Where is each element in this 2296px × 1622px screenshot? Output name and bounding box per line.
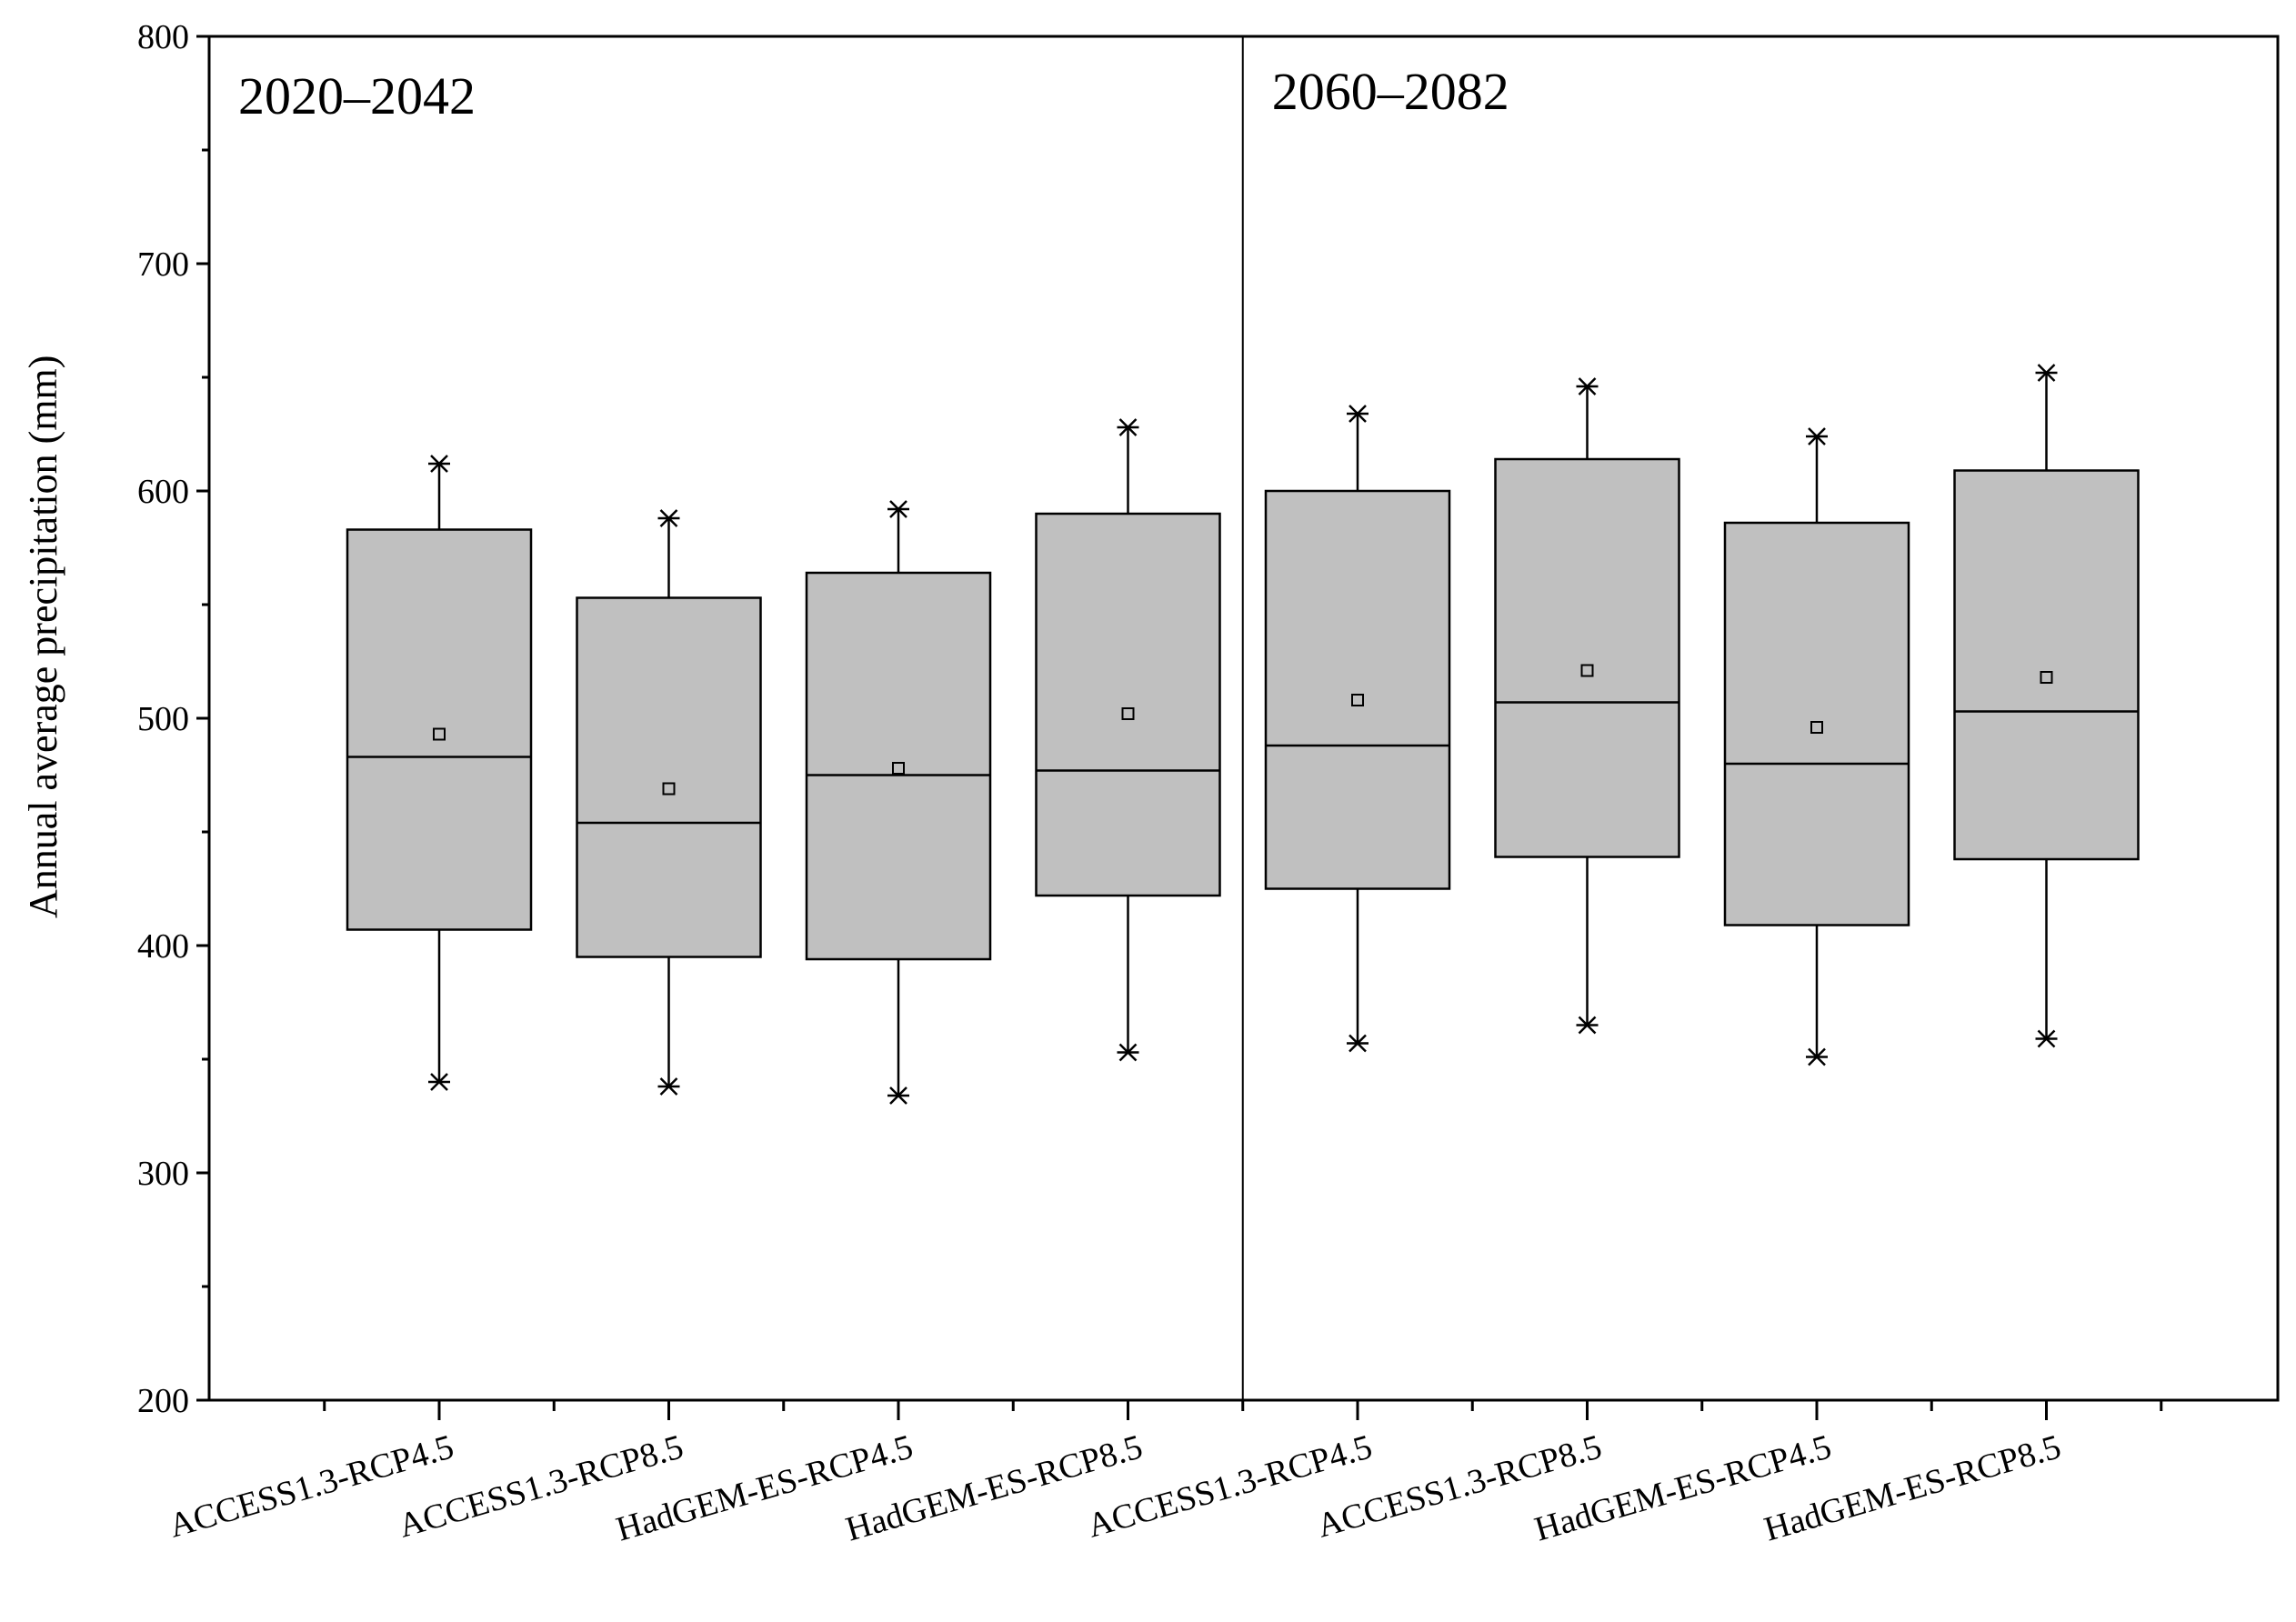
star-stroke [1578, 377, 1597, 395]
star-stroke [889, 1086, 907, 1105]
max-star-marker [1806, 427, 1828, 446]
period-label: 2020–2042 [238, 66, 476, 125]
box-8 [1953, 364, 2140, 1048]
y-tick-label: 700 [137, 245, 189, 284]
mean-marker [1810, 721, 1823, 734]
box-4 [1035, 418, 1221, 1062]
y-tick-label: 500 [137, 700, 189, 738]
iqr-box [576, 596, 762, 958]
star-stroke [430, 455, 448, 473]
star-stroke [1118, 418, 1138, 436]
star-stroke [2037, 364, 2056, 382]
star-stroke [430, 1073, 448, 1091]
max-star-marker [1347, 405, 1369, 423]
plot-marks: 2020–2042 2060–2082 [238, 36, 2140, 1400]
y-axis-label: Annual average precipitation (mm) [21, 355, 65, 918]
box-7 [1723, 427, 1910, 1066]
star-stroke [1349, 1034, 1367, 1053]
box-2 [576, 509, 762, 1096]
box-5 [1264, 405, 1451, 1053]
min-star-marker [1806, 1047, 1828, 1066]
box-6 [1494, 377, 1680, 1035]
y-tick-label: 800 [137, 18, 189, 56]
star-stroke [1808, 427, 1826, 446]
max-star-marker [1117, 418, 1139, 436]
iqr-box [1494, 457, 1680, 858]
box-1 [346, 455, 533, 1091]
star-stroke [889, 500, 907, 518]
mean-marker [1121, 707, 1135, 720]
mean-marker [433, 727, 446, 741]
min-star-marker [2035, 1029, 2058, 1048]
y-tick-label: 600 [137, 473, 189, 511]
min-star-marker [887, 1086, 909, 1105]
iqr-box [1035, 512, 1221, 897]
mean-marker [1351, 694, 1364, 706]
y-tick-label: 300 [137, 1155, 189, 1193]
star-stroke [1808, 1047, 1826, 1066]
star-stroke [1118, 1043, 1138, 1062]
iqr-box [1723, 521, 1910, 926]
y-tick-label: 200 [137, 1382, 189, 1420]
min-star-marker [1117, 1043, 1139, 1062]
max-star-marker [428, 455, 450, 473]
min-star-marker [1576, 1016, 1599, 1035]
max-star-marker [1576, 377, 1599, 395]
min-star-marker [657, 1077, 680, 1096]
star-stroke [2037, 1029, 2056, 1048]
star-stroke [659, 1077, 678, 1096]
min-star-marker [1347, 1034, 1369, 1053]
iqr-box [1953, 469, 2140, 861]
max-star-marker [887, 500, 909, 518]
max-star-marker [2035, 364, 2058, 382]
mean-marker [1580, 664, 1594, 677]
max-star-marker [657, 509, 680, 527]
period-label: 2060–2082 [1272, 62, 1509, 121]
star-stroke [659, 509, 678, 527]
box-3 [805, 500, 992, 1105]
mean-marker [662, 782, 676, 796]
star-stroke [1349, 405, 1367, 423]
y-axis: 200 300 400 500 600 700 800 [137, 18, 209, 1420]
mean-marker [892, 762, 905, 775]
iqr-box [1264, 489, 1451, 890]
min-star-marker [428, 1073, 450, 1091]
star-stroke [1578, 1016, 1597, 1035]
x-axis: ACCESS1.3-RCP4.5ACCESS1.3-RCP8.5HadGEM-E… [165, 1400, 2163, 1548]
y-tick-label: 400 [137, 927, 189, 966]
iqr-box [805, 571, 992, 961]
mean-marker [2040, 671, 2053, 684]
